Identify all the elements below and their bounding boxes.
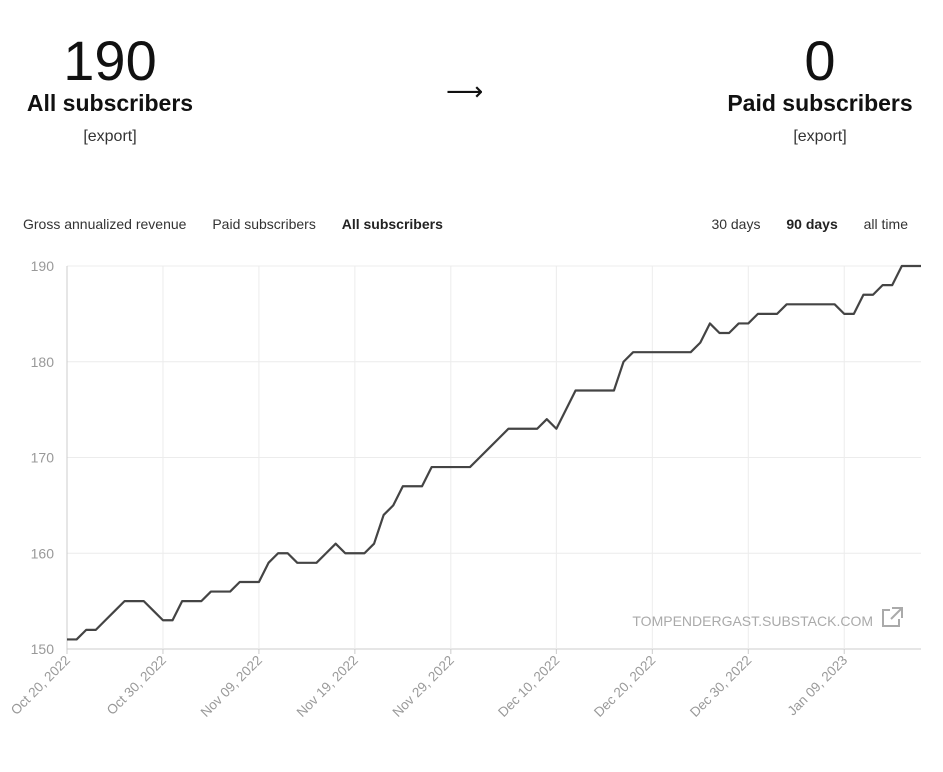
x-tick-label: Jan 09, 2023 — [785, 653, 851, 719]
y-tick-label: 170 — [31, 450, 55, 466]
tab-90-days[interactable]: 90 days — [786, 216, 838, 232]
watermark: TOMPENDERGAST.SUBSTACK.COM — [632, 607, 903, 629]
tab-gross-annualized-revenue[interactable]: Gross annualized revenue — [23, 216, 187, 232]
range-tabs: 30 days 90 days all time — [689, 216, 908, 232]
x-tick-label: Dec 20, 2022 — [591, 653, 658, 720]
x-tick-label: Dec 30, 2022 — [687, 653, 754, 720]
arrow-right-icon: ⟶ — [446, 76, 484, 106]
x-tick-label: Oct 20, 2022 — [8, 653, 73, 718]
all-subscribers-export-link[interactable]: [export] — [83, 128, 137, 145]
all-subscribers-count: 190 — [63, 29, 157, 92]
all-subscribers-label: All subscribers — [26, 90, 194, 116]
x-tick-label: Nov 09, 2022 — [198, 653, 265, 720]
y-tick-label: 190 — [31, 258, 55, 274]
paid-subscribers-label: Paid subscribers — [727, 90, 913, 116]
x-tick-label: Oct 30, 2022 — [104, 653, 169, 718]
x-tick-label: Dec 10, 2022 — [495, 653, 562, 720]
paid-subscribers-stat: 0 Paid subscribers [export] — [700, 28, 940, 146]
watermark-text: TOMPENDERGAST.SUBSTACK.COM — [632, 613, 873, 629]
x-tick-label: Nov 29, 2022 — [390, 653, 457, 720]
paid-subscribers-export-link[interactable]: [export] — [793, 128, 847, 145]
x-tick-label: Nov 19, 2022 — [294, 653, 361, 720]
tab-all-time[interactable]: all time — [863, 216, 908, 232]
paid-subscribers-count: 0 — [804, 29, 836, 92]
y-tick-label: 160 — [31, 545, 55, 561]
all-subscribers-series-line — [67, 264, 921, 641]
external-link-icon — [882, 607, 903, 627]
y-tick-label: 150 — [31, 641, 55, 657]
tab-30-days[interactable]: 30 days — [711, 216, 761, 232]
metric-tabs: Gross annualized revenue Paid subscriber… — [23, 216, 465, 232]
all-subscribers-stat: 190 All subscribers [export] — [0, 28, 220, 146]
subscribers-chart: 150 160 170 180 190 Oct 20, 2022 Oct 30, 2022 N… — [8, 258, 921, 720]
y-tick-label: 180 — [31, 354, 55, 370]
tab-paid-subscribers[interactable]: Paid subscribers — [212, 216, 316, 232]
tab-all-subscribers[interactable]: All subscribers — [341, 216, 443, 232]
